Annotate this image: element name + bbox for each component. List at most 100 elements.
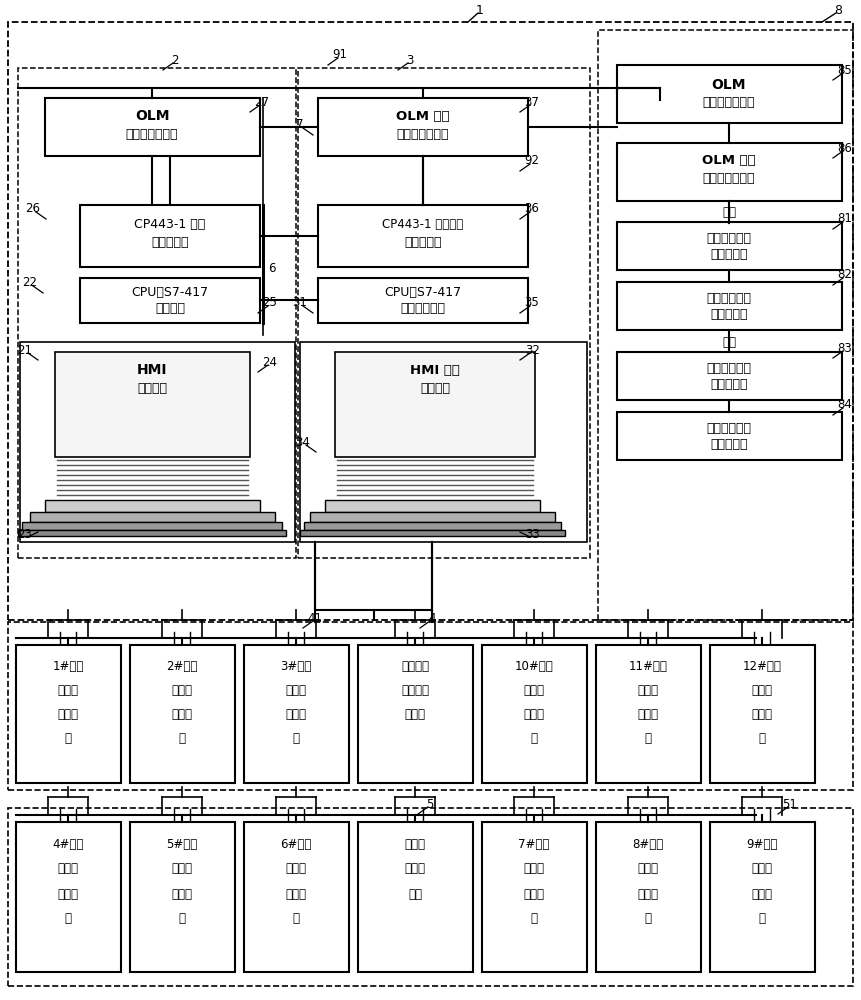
Bar xyxy=(617,65,842,123)
Text: 22: 22 xyxy=(22,276,38,290)
Text: 作控制: 作控制 xyxy=(752,708,772,722)
Bar xyxy=(30,512,275,522)
Text: 84: 84 xyxy=(838,398,852,412)
Text: 3#船舶: 3#船舶 xyxy=(281,660,312,674)
Text: 作控制: 作控制 xyxy=(171,708,193,722)
Bar xyxy=(8,22,853,620)
Text: 作控制: 作控制 xyxy=(752,888,772,900)
Bar xyxy=(335,352,535,457)
Text: 柜: 柜 xyxy=(65,912,71,926)
Text: 32: 32 xyxy=(525,344,541,357)
Text: 2: 2 xyxy=(171,53,179,66)
Text: 柜: 柜 xyxy=(293,912,300,926)
Text: 4#船舰: 4#船舰 xyxy=(53,838,84,850)
Text: 远程锚机机舱: 远程锚机机舱 xyxy=(707,292,752,304)
Text: OLM: OLM xyxy=(135,109,170,123)
Text: 余通讯设备: 余通讯设备 xyxy=(405,236,442,249)
Text: OLM 冗余: OLM 冗余 xyxy=(703,154,756,167)
Text: 33: 33 xyxy=(525,528,541,540)
Text: 主控制站: 主控制站 xyxy=(155,302,185,316)
Bar xyxy=(325,500,540,512)
Text: 1: 1 xyxy=(476,3,484,16)
Bar xyxy=(18,530,286,536)
Bar xyxy=(318,205,528,267)
Bar xyxy=(596,822,701,972)
Bar xyxy=(617,143,842,201)
Text: 7#船舰: 7#船舰 xyxy=(518,838,549,850)
Bar xyxy=(130,645,235,783)
Bar xyxy=(300,342,587,542)
Text: 柜: 柜 xyxy=(759,912,765,926)
Text: 5: 5 xyxy=(426,798,434,810)
Text: 柜: 柜 xyxy=(530,732,537,746)
Text: 4: 4 xyxy=(428,611,436,624)
Text: 远程锚机机舱: 远程锚机机舱 xyxy=(707,232,752,244)
Bar xyxy=(617,282,842,330)
Text: 远端光电转换器: 远端光电转换器 xyxy=(703,172,755,186)
Text: 柜: 柜 xyxy=(293,732,300,746)
Text: 3: 3 xyxy=(406,53,413,66)
Text: 31: 31 xyxy=(293,296,307,310)
Text: 作控制: 作控制 xyxy=(523,708,544,722)
Bar xyxy=(45,500,260,512)
Bar xyxy=(310,512,555,522)
Bar xyxy=(80,205,260,267)
Text: CPU：S7-417: CPU：S7-417 xyxy=(132,286,208,300)
Bar xyxy=(710,645,815,783)
Text: 柜: 柜 xyxy=(65,732,71,746)
Text: 85: 85 xyxy=(838,64,852,77)
Text: 近端光电转换器: 近端光电转换器 xyxy=(126,127,178,140)
Text: 柜: 柜 xyxy=(645,912,652,926)
Text: 51: 51 xyxy=(783,798,797,810)
Text: 7: 7 xyxy=(296,118,304,131)
Text: 子控制装置: 子控制装置 xyxy=(710,377,747,390)
Bar xyxy=(596,645,701,783)
Text: 锚机操: 锚机操 xyxy=(752,862,772,876)
Text: 23: 23 xyxy=(17,528,33,540)
Text: 作控制: 作控制 xyxy=(58,888,78,900)
Text: OLM: OLM xyxy=(712,78,746,92)
Text: 子控制装置: 子控制装置 xyxy=(710,438,747,450)
Text: 操作控: 操作控 xyxy=(405,862,425,876)
Text: 21: 21 xyxy=(17,344,33,357)
Text: 作控制: 作控制 xyxy=(171,888,193,900)
Bar xyxy=(55,352,250,457)
Bar xyxy=(598,30,853,620)
Bar xyxy=(617,412,842,460)
Text: 6#船舰: 6#船舰 xyxy=(281,838,312,850)
Text: 联动操作: 联动操作 xyxy=(401,684,429,698)
Bar xyxy=(482,822,587,972)
Text: 35: 35 xyxy=(524,296,539,310)
Text: 锚机操: 锚机操 xyxy=(752,684,772,698)
Text: 27: 27 xyxy=(255,96,269,108)
Bar xyxy=(18,68,296,558)
Text: 控制柜: 控制柜 xyxy=(405,708,425,722)
Text: 光缆: 光缆 xyxy=(722,207,736,220)
Text: 锚机操: 锚机操 xyxy=(637,862,659,876)
Bar xyxy=(482,645,587,783)
Bar xyxy=(358,645,473,783)
Text: 作控制: 作控制 xyxy=(286,708,307,722)
Text: 8#船舰: 8#船舰 xyxy=(632,838,664,850)
Text: 82: 82 xyxy=(838,268,852,282)
Text: 8: 8 xyxy=(834,3,842,16)
Text: 24: 24 xyxy=(263,356,277,368)
Text: 制柜: 制柜 xyxy=(408,888,422,900)
Text: 81: 81 xyxy=(838,213,852,226)
Text: 近端光电转换器: 近端光电转换器 xyxy=(397,127,449,140)
Text: CP443-1 以太网冗: CP443-1 以太网冗 xyxy=(382,219,463,232)
Text: 锚机操: 锚机操 xyxy=(286,684,307,698)
Text: 1#船舶: 1#船舶 xyxy=(53,660,84,674)
Text: 36: 36 xyxy=(524,202,540,216)
Text: 锚机操: 锚机操 xyxy=(58,862,78,876)
Text: 86: 86 xyxy=(838,141,852,154)
Text: 柜: 柜 xyxy=(530,912,537,926)
Text: 远程锚机机舱: 远程锚机机舱 xyxy=(707,361,752,374)
Text: 5#船舰: 5#船舰 xyxy=(166,838,198,850)
Text: 83: 83 xyxy=(838,342,852,355)
Text: 锚机操: 锚机操 xyxy=(637,684,659,698)
Text: 37: 37 xyxy=(524,96,540,108)
Bar xyxy=(318,98,528,156)
Bar xyxy=(358,822,473,972)
Text: 作控制: 作控制 xyxy=(637,708,659,722)
